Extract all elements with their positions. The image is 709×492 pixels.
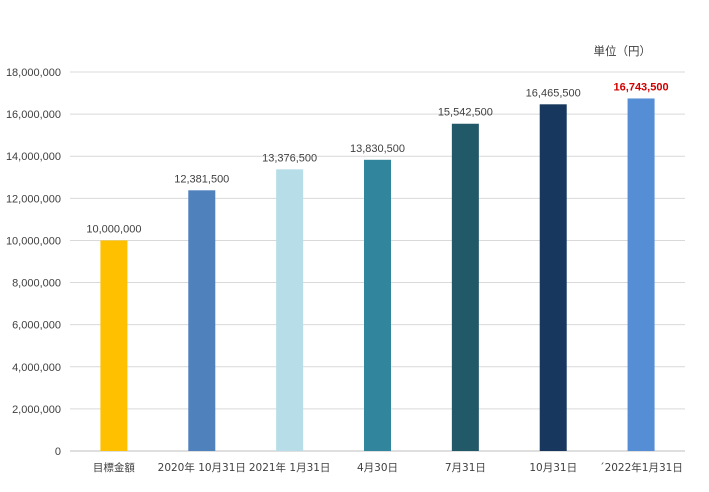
bar <box>627 98 655 452</box>
data-label: 15,542,500 <box>438 107 493 119</box>
data-label: 13,376,500 <box>262 152 317 164</box>
bar <box>364 159 391 451</box>
bar <box>188 190 216 451</box>
data-label: 10,000,000 <box>86 223 141 235</box>
x-tick-label: ´2022年1月31日 <box>599 461 683 474</box>
bar <box>100 240 128 451</box>
x-tick-label: 4月30日 <box>357 462 398 474</box>
bar <box>451 123 479 452</box>
y-tick-label: 10,000,000 <box>6 235 61 247</box>
data-label: 13,830,500 <box>350 143 405 155</box>
y-tick-label: 4,000,000 <box>12 362 61 374</box>
unit-label: 単位（円） <box>593 44 652 58</box>
x-tick-label: 10月31日 <box>529 462 577 474</box>
y-tick-label: 2,000,000 <box>12 404 61 416</box>
y-tick-label: 6,000,000 <box>12 320 61 332</box>
data-label: 16,465,500 <box>526 87 581 99</box>
y-tick-label: 0 <box>55 446 61 458</box>
bar <box>539 104 567 451</box>
x-tick-label: 2020年 10月31日 <box>158 461 246 474</box>
y-tick-label: 16,000,000 <box>6 109 61 121</box>
y-tick-label: 18,000,000 <box>6 67 61 79</box>
x-tick-label: 目標金額 <box>93 461 135 474</box>
data-label: 12,381,500 <box>174 173 229 185</box>
bar <box>276 169 304 452</box>
data-label: 16,743,500 <box>614 81 669 93</box>
x-tick-label: 2021年 1月31日 <box>249 461 331 474</box>
y-tick-label: 12,000,000 <box>6 193 61 205</box>
x-tick-label: 7月31日 <box>445 462 486 474</box>
y-tick-label: 14,000,000 <box>6 151 61 163</box>
y-tick-label: 8,000,000 <box>12 278 61 290</box>
